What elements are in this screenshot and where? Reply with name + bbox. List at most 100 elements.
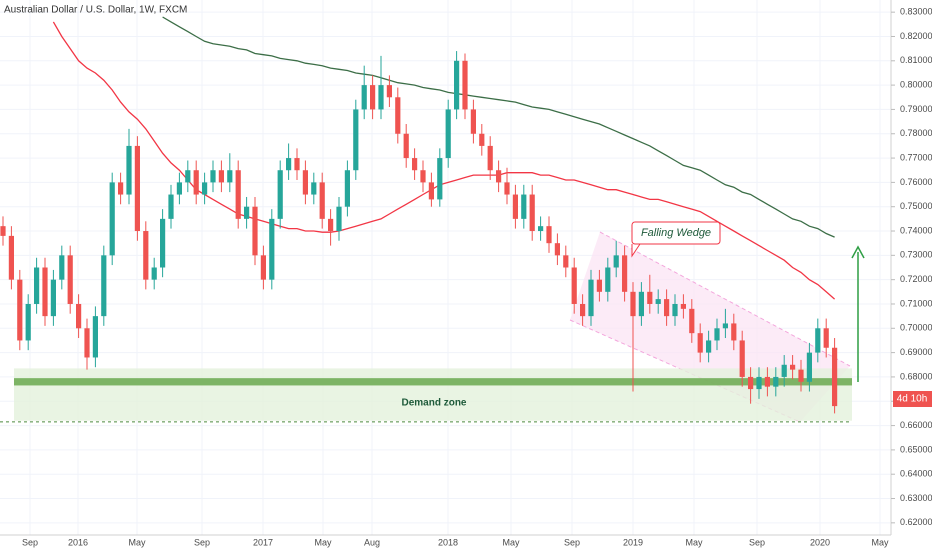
candle-body xyxy=(8,235,14,280)
candle-body xyxy=(378,85,384,110)
candle-body xyxy=(286,158,292,171)
candle-body xyxy=(386,85,392,98)
candle-body xyxy=(638,291,644,317)
y-tick-label: 0.64000 xyxy=(900,469,932,479)
callout-box xyxy=(631,221,721,245)
arrow-head xyxy=(851,245,865,259)
candle-body xyxy=(521,194,527,219)
candle-body xyxy=(76,303,82,329)
y-tick-label: 0.78000 xyxy=(900,128,932,138)
x-tick-label: 2017 xyxy=(253,537,273,547)
candle-body xyxy=(714,328,720,341)
candle-body xyxy=(781,364,787,377)
y-tick-label: 0.70000 xyxy=(900,323,932,333)
candle-body xyxy=(563,255,569,268)
x-tick-label: 2020 xyxy=(810,537,830,547)
candle-body xyxy=(445,109,451,159)
candle-body xyxy=(118,182,124,195)
candle-body xyxy=(17,279,23,341)
x-tick-label: 2018 xyxy=(438,537,458,547)
candle-body xyxy=(470,109,476,134)
candle-body xyxy=(764,376,770,387)
y-tick-label: 0.75000 xyxy=(900,201,932,211)
candle-body xyxy=(722,323,728,329)
grid xyxy=(0,0,890,535)
candle-body xyxy=(437,158,443,200)
candle-body xyxy=(193,170,199,195)
candle-body xyxy=(655,299,661,304)
y-tick-label: 0.68000 xyxy=(900,371,932,381)
candle-body xyxy=(748,376,754,390)
candle-body xyxy=(706,340,712,353)
y-tick-label: 0.82000 xyxy=(900,31,932,41)
candle-body xyxy=(260,255,266,280)
candle-body xyxy=(168,194,174,219)
candle-body xyxy=(353,109,359,171)
moving-averages xyxy=(52,16,836,300)
candle-body xyxy=(34,267,40,304)
candle-body xyxy=(344,170,350,207)
candle-body xyxy=(185,170,191,183)
x-tick-label: May xyxy=(128,537,146,547)
candle-body xyxy=(395,97,401,134)
candle-body xyxy=(815,328,821,353)
candle-body xyxy=(370,85,376,110)
candle-body xyxy=(773,376,779,387)
candle-body xyxy=(67,255,73,304)
y-tick-label: 0.83000 xyxy=(900,7,932,17)
y-tick-label: 0.72000 xyxy=(900,274,932,284)
y-tick-label: 0.76000 xyxy=(900,177,932,187)
y-tick-label: 0.81000 xyxy=(900,55,932,65)
y-tick-label: 0.74000 xyxy=(900,225,932,235)
candle-body xyxy=(160,218,166,268)
candle-body xyxy=(227,170,233,183)
candle-body xyxy=(328,218,334,232)
callout-text: Falling Wedge xyxy=(641,227,711,239)
x-tick-label: May xyxy=(685,537,703,547)
candle-body xyxy=(269,218,275,280)
candle-body xyxy=(454,60,460,110)
zone-area xyxy=(14,368,852,421)
countdown: 4d 10h xyxy=(897,394,928,405)
candles xyxy=(0,51,838,414)
candle-body xyxy=(756,376,762,390)
candle-body xyxy=(302,170,308,195)
candle-body xyxy=(512,194,518,219)
candle-body xyxy=(294,158,300,171)
candle-body xyxy=(50,279,56,317)
y-tick-label: 0.77000 xyxy=(900,152,932,162)
candle-body xyxy=(25,303,31,341)
candle-body xyxy=(336,206,342,232)
candle-body xyxy=(605,267,611,292)
candle-body xyxy=(244,206,250,219)
candle-body xyxy=(361,85,367,110)
candle-body xyxy=(580,303,586,317)
candle-body xyxy=(664,299,670,317)
candle-body xyxy=(143,231,149,280)
axes: 0.83000 0.82000 0.81000 0.80000 0.79000 0.780… xyxy=(22,7,932,548)
candle-body xyxy=(647,291,653,304)
wedge-upper xyxy=(599,231,851,367)
candle-body xyxy=(672,303,678,317)
candle-body xyxy=(428,182,434,200)
candle-body xyxy=(487,145,493,171)
candle-body xyxy=(798,369,804,382)
candle-body xyxy=(210,170,216,183)
moving-average xyxy=(162,16,835,238)
candle-body xyxy=(420,170,426,183)
candle-body xyxy=(412,158,418,171)
candle-body xyxy=(546,226,552,244)
candle-body xyxy=(252,206,258,256)
candle-body xyxy=(622,255,628,292)
candle-body xyxy=(84,328,90,358)
candle-body xyxy=(554,243,560,256)
candle-body xyxy=(235,170,241,219)
x-tick-label: 2016 xyxy=(68,537,88,547)
candle-body xyxy=(0,226,6,236)
candle-body xyxy=(697,333,703,353)
candle-body xyxy=(126,145,132,195)
candle-body xyxy=(277,170,283,219)
y-tick-label: 0.69000 xyxy=(900,347,932,357)
y-tick-label: 0.80000 xyxy=(900,79,932,89)
